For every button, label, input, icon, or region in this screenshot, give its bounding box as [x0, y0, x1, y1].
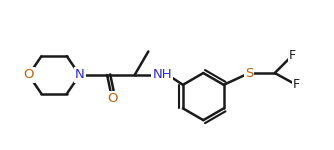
Text: S: S [245, 67, 254, 80]
Text: O: O [23, 69, 34, 81]
Text: F: F [289, 49, 296, 62]
Text: NH: NH [152, 69, 172, 81]
Text: N: N [75, 69, 85, 81]
Text: F: F [293, 78, 300, 91]
Text: O: O [107, 92, 117, 105]
